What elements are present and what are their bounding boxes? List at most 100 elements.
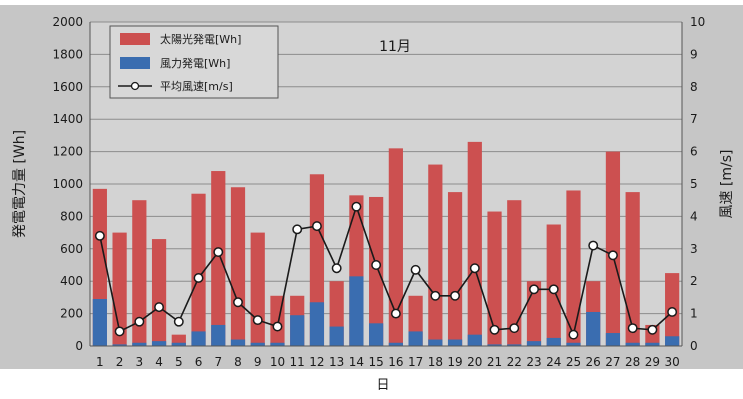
x-tick-label: 12 (309, 355, 324, 369)
wind-speed-line-group (94, 201, 678, 340)
wind-power-bar (132, 342, 147, 346)
x-tick-label: 5 (175, 355, 183, 369)
solar-bar (605, 151, 621, 346)
wind-power-bar (507, 344, 522, 346)
wind-speed-point (469, 263, 480, 274)
wind-speed-point (588, 240, 599, 251)
solar-bar (507, 200, 522, 346)
wind-power-bar (546, 337, 561, 346)
y2-tick-label: 4 (690, 209, 698, 223)
x-tick-label: 17 (408, 355, 423, 369)
x-tick-label: 13 (329, 355, 344, 369)
solar-bar (151, 239, 167, 346)
x-tick-label: 2 (116, 355, 124, 369)
x-tick-label: 28 (625, 355, 640, 369)
y-axis-label: 発電電力量 [Wh] (12, 130, 28, 238)
wind-power-bar (270, 342, 285, 346)
solar-bar (191, 193, 206, 346)
x-tick-label: 21 (487, 355, 502, 369)
x-tick-label: 10 (270, 355, 285, 369)
y-tick-label: 0 (75, 339, 83, 353)
y-tick-label: 800 (60, 209, 83, 223)
solar-bar (487, 211, 502, 346)
axes: 0200400600800100012001400160018002000012… (52, 15, 705, 369)
y2-tick-label: 9 (690, 47, 698, 61)
wind-power-bar (665, 336, 680, 346)
x-tick-label: 9 (254, 355, 262, 369)
x-tick-label: 1 (96, 355, 104, 369)
x-tick-label: 27 (605, 355, 620, 369)
solar-bar (428, 164, 443, 346)
wind-speed-point (548, 284, 559, 295)
x-tick-label: 25 (566, 355, 581, 369)
y-tick-label: 400 (60, 274, 83, 288)
y-tick-label: 1200 (52, 145, 83, 159)
x-tick-label: 15 (368, 355, 383, 369)
wind-power-bar (447, 339, 463, 346)
y2-tick-label: 8 (690, 80, 698, 94)
solar-bar (625, 192, 640, 346)
wind-power-bar (349, 276, 364, 346)
x-tick-label: 23 (526, 355, 541, 369)
wind-power-bar (428, 339, 443, 346)
y-tick-label: 1800 (52, 47, 83, 61)
x-tick-label: 20 (467, 355, 482, 369)
legend-label-wind-speed: 平均風速[m/s] (160, 80, 233, 93)
wind-speed-point (233, 297, 243, 308)
y2-tick-label: 7 (690, 112, 698, 126)
wind-speed-point (193, 273, 204, 283)
wind-power-bar (309, 302, 325, 346)
wind-power-bar (467, 334, 482, 346)
solar-bar (211, 171, 226, 346)
x-axis-label: 日 (376, 378, 389, 393)
solar-bar (369, 196, 384, 346)
y2-tick-label: 3 (690, 242, 698, 256)
wind-speed-point (114, 326, 125, 337)
wind-power-bar (329, 326, 344, 346)
y-tick-label: 200 (60, 307, 83, 321)
y2-tick-label: 0 (690, 339, 698, 353)
wind-speed-point (311, 221, 322, 232)
wind-speed-point (213, 247, 224, 257)
legend-label-solar: 太陽光発電[Wh] (160, 32, 241, 46)
wind-power-bar (171, 342, 186, 346)
legend-swatch-wind (120, 57, 150, 69)
wind-speed-point (154, 302, 165, 313)
wind-speed-point (252, 315, 263, 326)
legend-swatch-solar (120, 33, 150, 45)
y-tick-label: 2000 (52, 15, 83, 29)
solar-bar (132, 200, 147, 346)
x-tick-label: 26 (586, 355, 601, 369)
y2-tick-label: 6 (690, 145, 698, 159)
wind-power-bar (625, 342, 640, 346)
x-tick-label: 19 (447, 355, 462, 369)
wind-speed-point (351, 201, 362, 212)
wind-speed-point (410, 264, 421, 275)
wind-speed-point (529, 284, 539, 295)
wind-speed-point (667, 307, 678, 317)
y2-tick-label: 2 (690, 274, 698, 288)
wind-power-bar (408, 331, 423, 346)
wind-power-bar (211, 324, 226, 346)
wind-power-bar (526, 341, 542, 346)
y-tick-label: 1600 (52, 80, 83, 94)
wind-power-bar (487, 344, 502, 346)
wind-power-bar (605, 333, 621, 346)
x-tick-label: 8 (234, 355, 242, 369)
y2-tick-label: 5 (690, 177, 698, 191)
wind-power-bar (191, 331, 206, 346)
wind-speed-point (134, 316, 145, 327)
x-tick-label: 3 (136, 355, 144, 369)
y-tick-label: 600 (60, 242, 83, 256)
wind-speed-point (331, 263, 342, 274)
solar-bar (171, 334, 186, 346)
legend: 太陽光発電[Wh] 風力発電[Wh] 平均風速[m/s] (109, 25, 279, 99)
wind-speed-point (371, 260, 382, 270)
wind-power-bar (645, 342, 660, 346)
y-tick-label: 1400 (52, 112, 83, 126)
legend-marker-wind-speed (130, 81, 140, 91)
solar-bar (467, 141, 482, 346)
wind-speed-point (390, 308, 401, 319)
